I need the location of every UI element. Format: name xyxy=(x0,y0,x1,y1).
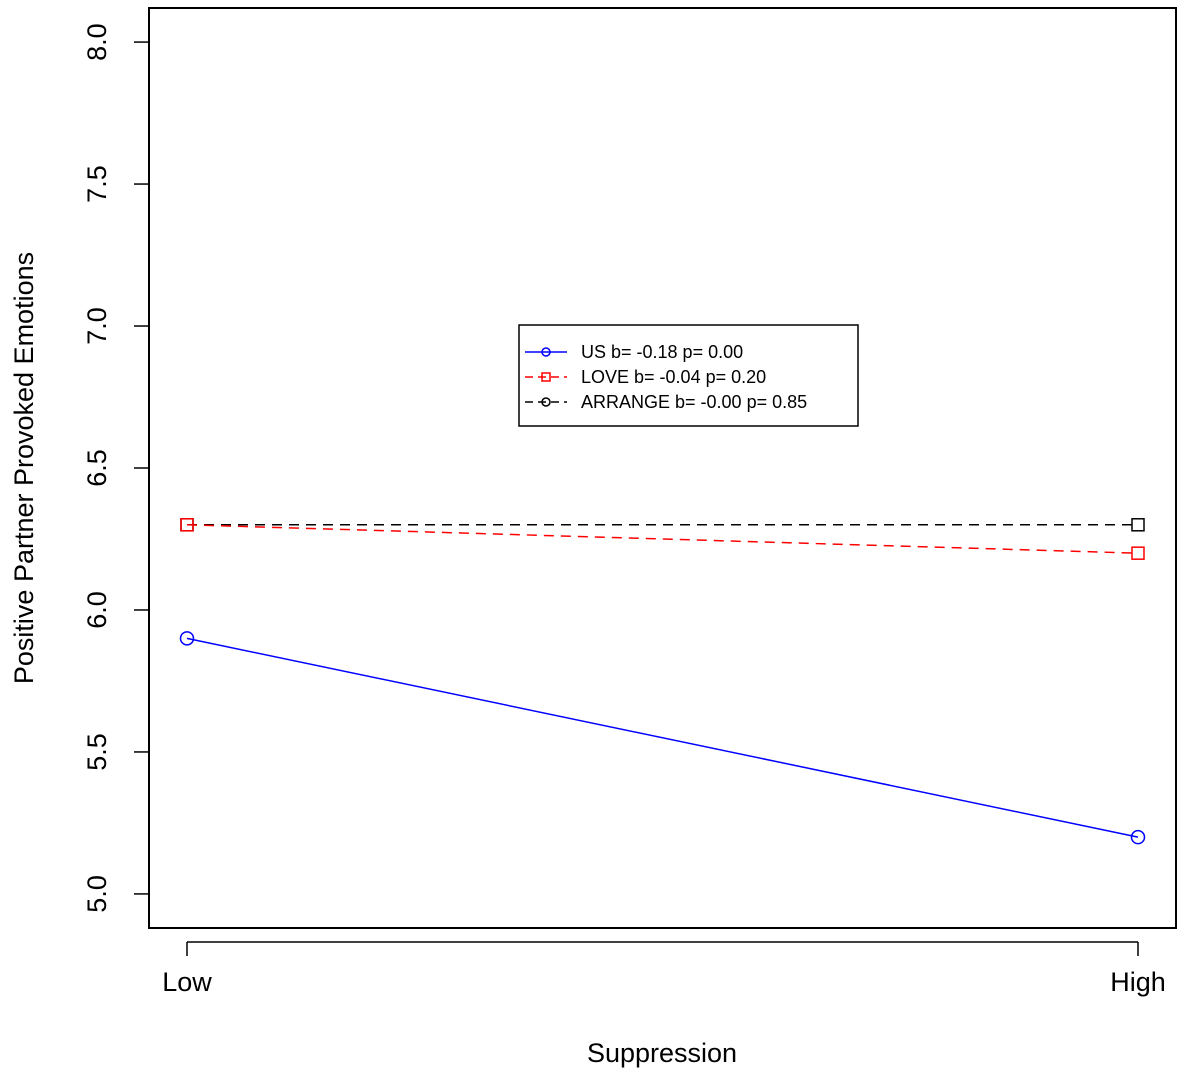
legend-entry: ARRANGE b= -0.00 p= 0.85 xyxy=(525,392,807,412)
x-tick-label: Low xyxy=(162,967,212,997)
y-tick-label: 7.0 xyxy=(82,307,112,345)
x-axis: Low High xyxy=(162,941,1166,997)
legend-box xyxy=(518,324,859,427)
series-group xyxy=(180,518,1145,560)
legend-entry: US b= -0.18 p= 0.00 xyxy=(525,342,743,362)
legend-entry: LOVE b= -0.04 p= 0.20 xyxy=(525,367,766,387)
legend-label: LOVE b= -0.04 p= 0.20 xyxy=(581,367,766,387)
y-tick-label: 5.0 xyxy=(82,875,112,913)
legend-marker xyxy=(541,347,551,357)
y-tick-label: 7.5 xyxy=(82,165,112,203)
series-line xyxy=(186,637,1139,838)
y-axis: 5.0 5.5 6.0 6.5 7.0 7.5 8.0 xyxy=(82,23,149,913)
series-layer xyxy=(179,518,1146,845)
legend-label: ARRANGE b= -0.00 p= 0.85 xyxy=(581,392,807,412)
y-tick-label: 6.0 xyxy=(82,591,112,629)
y-tick-label: 8.0 xyxy=(82,23,112,61)
legend: US b= -0.18 p= 0.00 LOVE b= -0.04 p= 0.20… xyxy=(518,324,859,427)
data-point xyxy=(179,631,195,646)
data-point xyxy=(1130,829,1146,845)
legend-marker xyxy=(541,372,551,382)
legend-marker xyxy=(541,397,551,407)
data-point xyxy=(180,518,194,532)
y-tick-label: 6.5 xyxy=(82,449,112,487)
legend-label: US b= -0.18 p= 0.00 xyxy=(581,342,743,362)
data-point xyxy=(1131,518,1145,532)
y-axis-label: Positive Partner Provoked Emotions xyxy=(9,252,39,684)
y-tick-label: 5.5 xyxy=(82,733,112,771)
series-group xyxy=(179,631,1146,845)
x-tick-label: High xyxy=(1110,967,1166,997)
x-axis-label: Suppression xyxy=(587,1038,737,1068)
data-point xyxy=(1131,546,1145,560)
series-line xyxy=(186,524,1139,554)
plot-area-frame xyxy=(148,7,1177,929)
